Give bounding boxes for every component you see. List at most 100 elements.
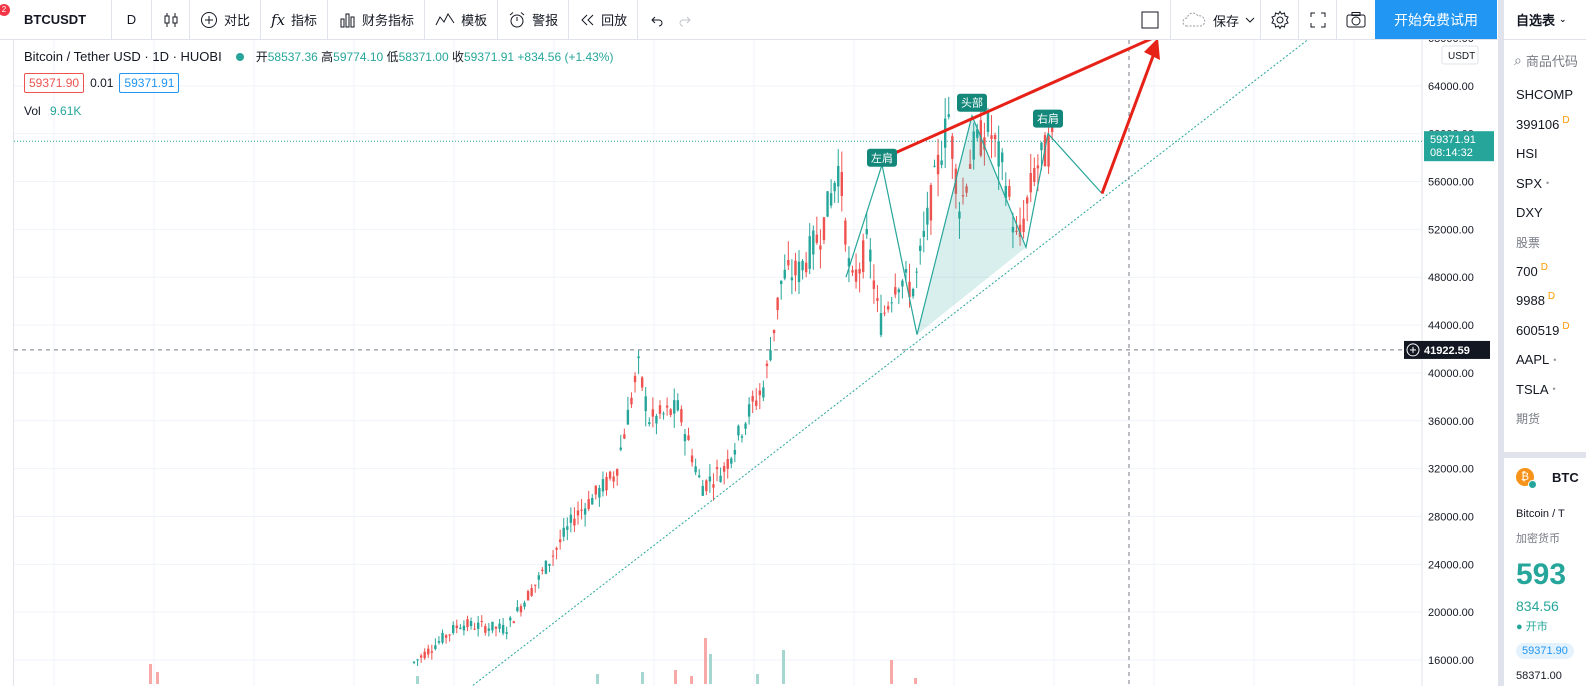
- watchlist-panel: 自选表 ⌄ ⌕ 商品代码 SHCOMP 399106 D HSI SPX • DXY 股票 …: [1498, 0, 1586, 686]
- watchlist-symbol: HSI: [1516, 146, 1538, 162]
- candle-body: [512, 621, 516, 624]
- candle-body: [865, 229, 868, 235]
- candle-body: [690, 455, 694, 463]
- save-button[interactable]: 保存: [1170, 0, 1265, 40]
- candle-body: [687, 435, 690, 441]
- candle-body: [965, 186, 968, 193]
- templates-button[interactable]: 模板: [425, 0, 499, 40]
- chart-area[interactable]: 68000.0064000.0060000.0056000.0052000.00…: [14, 0, 1498, 686]
- candle-body: [968, 163, 972, 169]
- candle-body: [840, 172, 843, 196]
- symbol-search[interactable]: ⌕ 商品代码: [1504, 40, 1586, 80]
- candle-body: [730, 458, 733, 464]
- candle-body: [623, 434, 626, 439]
- candle-body: [676, 400, 680, 411]
- candle-body: [801, 260, 804, 271]
- screenshot-button[interactable]: [1336, 0, 1375, 40]
- sell-price-button[interactable]: 59371.90: [24, 73, 85, 93]
- interval-button[interactable]: D: [112, 0, 152, 40]
- candle-body: [890, 302, 893, 304]
- detail-ticker: BTC: [1552, 470, 1579, 485]
- settings-button[interactable]: [1260, 0, 1298, 40]
- candle-body: [1008, 186, 1011, 197]
- indicators-label: 指标: [291, 13, 318, 28]
- watchlist-item[interactable]: 9988 D: [1504, 286, 1586, 316]
- replay-button[interactable]: 回放: [569, 0, 639, 40]
- indicators-button[interactable]: fx 指标: [261, 0, 329, 40]
- candle-body: [455, 625, 458, 629]
- layout-button[interactable]: [1135, 0, 1165, 40]
- volume-bar: [641, 672, 644, 684]
- candle-body: [1022, 218, 1025, 233]
- head-label: 头部: [961, 96, 983, 110]
- watchlist-item[interactable]: 600519 D: [1504, 316, 1586, 346]
- candle-body: [861, 240, 865, 273]
- watchlist-item[interactable]: SHCOMP: [1504, 80, 1586, 110]
- price-tick-label: 68000.00: [1428, 40, 1474, 45]
- legend-title[interactable]: Bitcoin / Tether USD · 1D · HUOBI: [24, 49, 222, 64]
- candle-body: [976, 129, 979, 138]
- candle-body: [858, 268, 861, 274]
- watchlist-item[interactable]: AAPL •: [1504, 345, 1586, 375]
- candle-body: [929, 185, 933, 221]
- alert-button[interactable]: 警报: [498, 0, 570, 40]
- close-value: 59371.91: [464, 50, 515, 64]
- candle-body: [958, 211, 961, 219]
- candle-body: [797, 261, 801, 283]
- symbol-detail: ₿ BTC Bitcoin / T 加密货币 593 834.56 ● 开市 5…: [1504, 452, 1586, 686]
- compare-button[interactable]: 对比: [190, 0, 262, 40]
- alert-label: 警报: [532, 13, 559, 28]
- candle-body: [1047, 136, 1050, 167]
- candle-body: [726, 459, 729, 469]
- symbol-search-button[interactable]: BTCUSDT: [0, 0, 112, 40]
- redo-icon[interactable]: [678, 13, 694, 27]
- candle-body: [961, 195, 965, 197]
- market-open-dot: [235, 52, 244, 61]
- left-edge: [0, 40, 14, 686]
- undo-icon[interactable]: [648, 13, 664, 27]
- detail-price: 593: [1516, 558, 1567, 591]
- watchlist-item[interactable]: DXY: [1504, 198, 1586, 228]
- start-trial-button[interactable]: 开始免费试用: [1375, 0, 1497, 39]
- watchlist-item[interactable]: HSI: [1504, 139, 1586, 169]
- spread-value: 0.01: [90, 76, 114, 90]
- candle-body: [626, 409, 630, 425]
- watchlist-item[interactable]: TSLA •: [1504, 375, 1586, 405]
- detail-low: 58371.00: [1516, 670, 1562, 682]
- candle-body: [434, 645, 437, 650]
- annotation-arrow-line: [881, 24, 1181, 161]
- watchlist-item[interactable]: 399106 D: [1504, 110, 1586, 140]
- currency-box: [1441, 45, 1479, 65]
- notification-badge[interactable]: 2: [0, 4, 10, 16]
- watchlist-item[interactable]: SPX •: [1504, 169, 1586, 199]
- financials-button[interactable]: 财务指标: [328, 0, 426, 40]
- detail-price-pill[interactable]: 59371.90: [1516, 643, 1574, 659]
- candle-body: [1011, 226, 1015, 233]
- right-shoulder-label: 右肩: [1037, 112, 1059, 126]
- chart-style-button[interactable]: [152, 0, 190, 40]
- watchlist-item[interactable]: 700 D: [1504, 257, 1586, 287]
- candle-body: [769, 350, 772, 361]
- fullscreen-button[interactable]: [1298, 0, 1336, 40]
- candle-body: [1040, 142, 1043, 151]
- undo-redo-group: [638, 0, 704, 40]
- candle-body: [936, 154, 940, 175]
- candle-body: [947, 114, 950, 117]
- replay-label: 回放: [601, 13, 628, 28]
- candle-body: [630, 397, 633, 405]
- detail-change: 834.56: [1516, 598, 1559, 614]
- low-value: 58371.00: [398, 50, 449, 64]
- candle-body: [480, 621, 483, 623]
- candle-body: [469, 621, 473, 627]
- buy-price-button[interactable]: 59371.91: [119, 73, 180, 93]
- candle-body: [1033, 168, 1036, 183]
- candle-body: [576, 510, 580, 516]
- watchlist-header[interactable]: 自选表 ⌄: [1504, 0, 1586, 40]
- candle-body: [530, 587, 533, 596]
- candle-body: [826, 191, 829, 217]
- candle-body: [790, 277, 794, 281]
- price-chart[interactable]: 68000.0064000.0060000.0056000.0052000.00…: [14, 0, 1498, 686]
- price-tick-label: 52000.00: [1428, 224, 1474, 236]
- candle-body: [765, 363, 769, 367]
- candle-body: [919, 245, 922, 252]
